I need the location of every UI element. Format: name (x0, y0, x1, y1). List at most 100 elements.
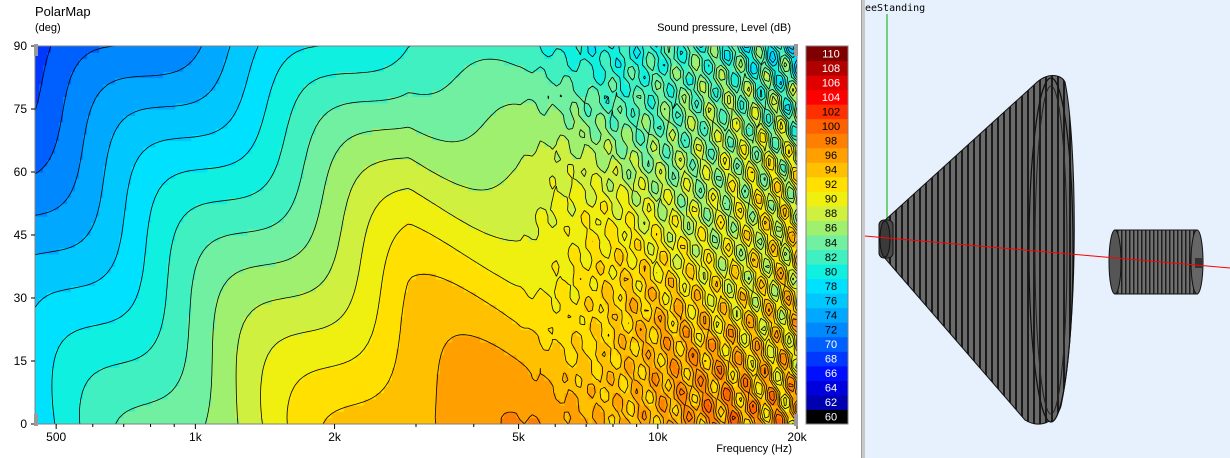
heatmap-cell (163, 417, 168, 424)
heatmap-cell (588, 367, 594, 375)
heatmap-cell (263, 392, 269, 400)
heatmap-cell (516, 272, 521, 280)
heatmap-cell (628, 329, 634, 337)
heatmap-cell (524, 354, 529, 362)
heatmap-cell (744, 266, 750, 274)
heatmap-cell (171, 253, 176, 261)
heatmap-cell (107, 272, 112, 280)
heatmap-cell (484, 379, 489, 387)
heatmap-cell (668, 304, 674, 312)
heatmap-cell (672, 260, 678, 268)
heatmap-cell (267, 342, 273, 349)
heatmap-cell (235, 335, 241, 343)
heatmap-cell (267, 260, 273, 268)
heatmap-cell (63, 253, 68, 261)
heatmap-cell (728, 379, 734, 387)
heatmap-cell (39, 291, 44, 299)
heatmap-cell (444, 335, 449, 343)
heatmap-cell (776, 279, 782, 286)
heatmap-cell (383, 392, 389, 400)
heatmap-cell (656, 342, 662, 349)
heatmap-cell (776, 342, 782, 349)
heatmap-cell (327, 260, 333, 268)
heatmap-cell (399, 392, 405, 400)
heatmap-cell (95, 253, 100, 261)
heatmap-cell (544, 405, 549, 412)
heatmap-cell (464, 354, 469, 362)
heatmap-cell (552, 323, 557, 331)
heatmap-cell (83, 379, 88, 387)
heatmap-cell (716, 348, 722, 356)
heatmap-cell (568, 329, 574, 337)
heatmap-cell (456, 392, 461, 400)
heatmap-cell (195, 285, 201, 293)
heatmap-cell (776, 266, 782, 274)
heatmap-cell (79, 316, 84, 324)
heatmap-cell (428, 304, 433, 312)
heatmap-cell (215, 417, 221, 424)
heatmap-cell (596, 304, 602, 312)
heatmap-cell (231, 310, 237, 318)
heatmap-cell (612, 316, 618, 324)
heatmap-cell (367, 367, 373, 375)
heatmap-cell (516, 411, 521, 419)
heatmap-cell (464, 411, 469, 419)
heatmap-cell (43, 417, 48, 424)
heatmap-cell (592, 329, 598, 337)
heatmap-cell (187, 405, 193, 412)
heatmap-cell (371, 260, 377, 268)
heatmap-cell (536, 342, 541, 349)
heatmap-cell (159, 348, 164, 356)
heatmap-cell (395, 335, 401, 343)
heatmap-cell (55, 323, 60, 331)
heatmap-cell (756, 373, 762, 381)
heatmap-cell (768, 342, 774, 349)
heatmap-cell (339, 411, 345, 419)
heatmap-cell (115, 405, 120, 412)
heatmap-cell (552, 386, 557, 394)
heatmap-cell (424, 304, 429, 312)
heatmap-cell (283, 310, 289, 318)
heatmap-cell (399, 417, 405, 424)
heatmap-cell (532, 386, 537, 394)
heatmap-cell (668, 405, 674, 412)
heatmap-cell (119, 367, 124, 375)
heatmap-cell (628, 285, 634, 293)
heatmap-cell (728, 285, 734, 293)
heatmap-cell (411, 379, 417, 387)
heatmap-cell (428, 285, 433, 293)
heatmap-cell (39, 266, 44, 274)
heatmap-cell (167, 316, 172, 324)
heatmap-cell (644, 291, 650, 299)
heatmap-cell (544, 272, 549, 280)
heatmap-cell (63, 367, 68, 375)
heatmap-cell (668, 310, 674, 318)
heatmap-cell (448, 348, 453, 356)
heatmap-cell (383, 354, 389, 362)
heatmap-cell (119, 253, 124, 261)
heatmap-cell (456, 405, 461, 412)
heatmap-cell (564, 361, 569, 368)
heatmap-cell (75, 323, 80, 331)
heatmap-cell (496, 298, 501, 305)
heatmap-cell (532, 348, 537, 356)
heatmap-cell (740, 291, 746, 299)
heatmap-cell (652, 405, 658, 412)
heatmap-cell (223, 316, 229, 324)
heatmap-cell (199, 367, 205, 375)
heatmap-cell (147, 373, 152, 381)
heatmap-cell (131, 398, 136, 406)
heatmap-cell (700, 335, 706, 343)
heatmap-cell (560, 260, 565, 268)
heatmap-cell (600, 417, 606, 424)
heatmap-cell (171, 342, 176, 349)
heatmap-cell (375, 348, 381, 356)
heatmap-cell (227, 379, 233, 387)
heatmap-cell (692, 379, 698, 387)
heatmap-cell (127, 348, 132, 356)
heatmap-cell (724, 260, 730, 268)
heatmap-cell (748, 304, 754, 312)
heatmap-cell (660, 411, 666, 419)
heatmap-cell (476, 291, 481, 299)
